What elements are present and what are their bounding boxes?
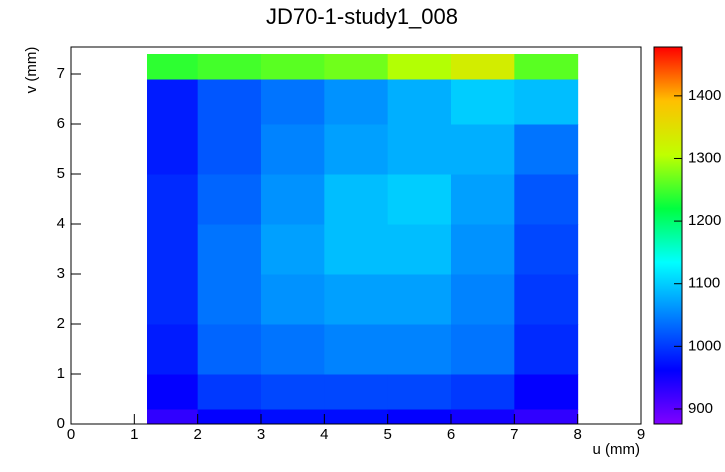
heatmap-cell [514,174,579,225]
x-tick-label: 0 [67,426,75,443]
heatmap-cell [514,224,579,275]
y-tick-label: 5 [57,165,65,182]
heatmap-cell [147,174,199,225]
heatmap-cell [197,274,262,325]
heatmap-cell [147,324,199,375]
heatmap-cell [197,224,262,275]
x-axis-label: u (mm) [593,441,641,458]
heatmap-cell [451,124,515,175]
y-tick-label: 7 [57,65,65,82]
heatmap-cell [324,54,389,80]
heatmap-cell [324,124,389,175]
heatmap-cell [324,79,389,125]
heatmap-cell [147,54,199,80]
heatmap-cell [324,274,389,325]
y-tick-label: 2 [57,315,65,332]
y-axis-label: v (mm) [23,47,40,94]
heatmap-cell [387,374,452,410]
y-tick-label: 0 [57,415,65,432]
y-tick-label: 6 [57,115,65,132]
heatmap-cell [514,409,579,425]
x-tick-label: 3 [257,426,265,443]
x-tick-label: 1 [130,426,138,443]
heatmap-cell [514,124,579,175]
heatmap-cell [261,54,325,80]
x-tick-label: 2 [193,426,201,443]
heatmap-cell [514,274,579,325]
x-tick-label: 5 [383,426,391,443]
heatmap-cell [387,224,452,275]
heatmap-cell [514,79,579,125]
heatmap-cell [261,224,325,275]
heatmap-cell [261,324,325,375]
heatmap-cell [147,274,199,325]
heatmap-cell [387,79,452,125]
z-tick-label: 1000 [688,337,721,354]
heatmap-cell [514,374,579,410]
heatmap-cell [324,374,389,410]
heatmap-cell [451,224,515,275]
heatmap-cell [451,79,515,125]
heatmap-cell [387,274,452,325]
heatmap-cell [451,374,515,410]
z-tick-label: 1100 [688,275,720,292]
color-bar [653,46,683,425]
x-tick-label: 6 [447,426,455,443]
x-tick-label: 4 [320,426,328,443]
plot-frame [70,46,642,425]
heatmap-cell [197,174,262,225]
heatmap-cell [261,274,325,325]
heatmap-cell [387,124,452,175]
heatmap-cell [261,124,325,175]
heatmap-cell [451,274,515,325]
heatmap-cell [451,324,515,375]
heatmap-cell [197,374,262,410]
heatmap-cell [261,409,325,425]
heatmap-cell [197,409,262,425]
y-tick-label: 4 [57,215,65,232]
heatmap-cell [197,79,262,125]
heatmap-cell [451,54,515,80]
x-tick-label: 9 [637,426,645,443]
heatmap-cell [451,174,515,225]
y-tick-label: 1 [57,365,65,382]
heatmap-cell [387,54,452,80]
x-tick-label: 7 [510,426,518,443]
heatmap-cell [147,79,199,125]
heatmap-cell [261,374,325,410]
heatmap-cell [147,224,199,275]
heatmap [147,54,579,425]
heatmap-cell [514,324,579,375]
x-tick-label: 8 [573,426,581,443]
heatmap-cell [197,54,262,80]
z-tick-label: 1400 [688,87,721,104]
heatmap-cell [387,324,452,375]
heatmap-cell [387,174,452,225]
heatmap-cell [324,324,389,375]
heatmap-cell [324,174,389,225]
z-tick-label: 1200 [688,212,721,229]
heatmap-cell [514,54,579,80]
heatmap-cell [324,224,389,275]
heatmap-cell [147,124,199,175]
heatmap-cell [147,409,199,425]
heatmap-cell [197,124,262,175]
heatmap-cell [261,174,325,225]
heatmap-cell [197,324,262,375]
heatmap-cell [324,409,389,425]
heatmap-cell [387,409,452,425]
z-tick-label: 1300 [688,149,721,166]
heatmap-cell [147,374,199,410]
z-tick-label: 900 [688,400,713,417]
heatmap-cell [261,79,325,125]
chart-title: JD70-1-study1_008 [266,4,458,29]
y-tick-label: 3 [57,265,65,282]
heatmap-cell [451,409,515,425]
